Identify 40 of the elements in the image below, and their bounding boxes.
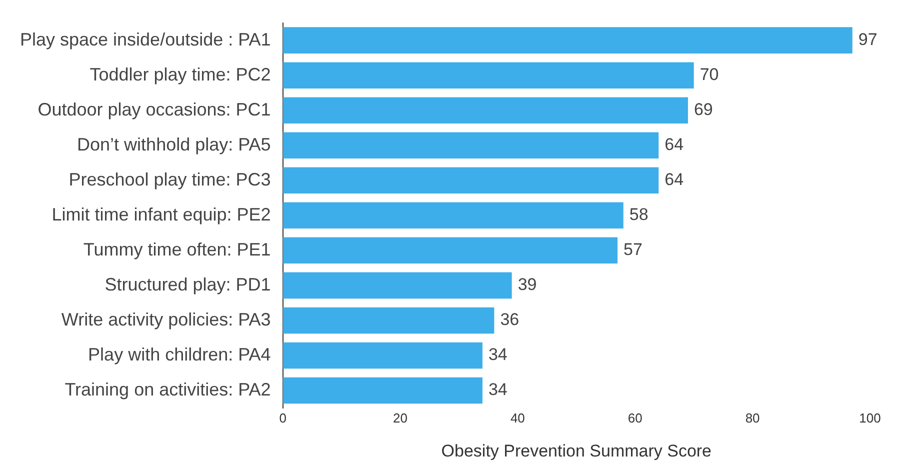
data-label: 58: [629, 205, 648, 224]
bar: [282, 62, 694, 88]
x-tick-label: 100: [859, 410, 881, 426]
y-tick-label: Structured play: PD1: [104, 274, 271, 294]
x-axis-title: Obesity Prevention Summary Score: [441, 441, 712, 460]
x-tick-label: 60: [628, 410, 642, 426]
bar: [282, 272, 512, 299]
y-tick-label: Write activity policies: PA3: [61, 309, 271, 330]
y-tick-label: Play with children: PA4: [88, 344, 271, 364]
data-label: 97: [858, 30, 878, 49]
bar: [282, 167, 659, 194]
data-label: 34: [488, 380, 508, 400]
x-tick-label: 20: [393, 410, 408, 426]
bar: [282, 97, 688, 124]
x-tick-label: 80: [745, 410, 760, 426]
y-tick-label: Training on activities: PA2: [64, 379, 271, 400]
bar: [282, 27, 852, 54]
y-tick-label: Outdoor play occasions: PC1: [38, 99, 271, 120]
x-tick-label: 40: [510, 410, 525, 426]
data-label: 39: [518, 275, 537, 294]
bar: [282, 307, 494, 334]
x-tick-label: 0: [279, 410, 286, 426]
data-label: 64: [664, 170, 684, 190]
data-label: 36: [500, 310, 520, 330]
data-label: 69: [694, 100, 713, 120]
bar: [282, 342, 482, 369]
data-label: 70: [700, 65, 719, 84]
data-label: 57: [624, 240, 642, 260]
y-tick-label: Don’t withhold play: PA5: [77, 134, 271, 154]
y-tick-label: Toddler play time: PC2: [90, 64, 271, 84]
y-tick-label: Limit time infant equip: PE2: [52, 204, 271, 224]
y-tick-label: Preschool play time: PC3: [68, 169, 271, 190]
y-tick-label: Tummy time often: PE1: [83, 239, 271, 260]
bar: [282, 237, 618, 264]
data-label: 34: [488, 345, 508, 364]
bar: [282, 202, 624, 229]
bar: [282, 132, 659, 158]
y-tick-label: Play space inside/outside : PA1: [20, 29, 271, 50]
data-label: 64: [664, 135, 684, 154]
bar: [282, 377, 482, 404]
